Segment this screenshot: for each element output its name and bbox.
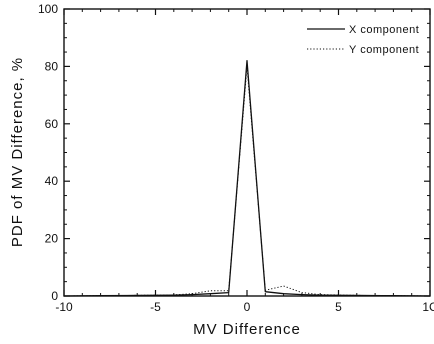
- x-tick-label: 1C: [422, 300, 434, 314]
- y-axis-title: PDF of MV Difference, %: [9, 57, 26, 247]
- y-tick-label: 80: [45, 59, 59, 73]
- y-tick-label: 100: [38, 2, 58, 16]
- x-tick-label: 0: [244, 300, 251, 314]
- series-line-x-component: [63, 60, 431, 297]
- y-tick-label: 60: [45, 117, 59, 131]
- series-line-y-component: [63, 65, 431, 297]
- x-tick-label: 5: [335, 300, 342, 314]
- legend-label: X component: [349, 24, 419, 36]
- x-tick-label: -5: [150, 300, 161, 314]
- x-axis-title: MV Difference: [193, 321, 301, 338]
- legend-label: Y component: [349, 44, 419, 56]
- x-tick-label: -10: [55, 300, 73, 314]
- y-tick-label: 20: [45, 232, 59, 246]
- y-tick-label: 0: [51, 289, 58, 303]
- y-tick-label: 40: [45, 174, 59, 188]
